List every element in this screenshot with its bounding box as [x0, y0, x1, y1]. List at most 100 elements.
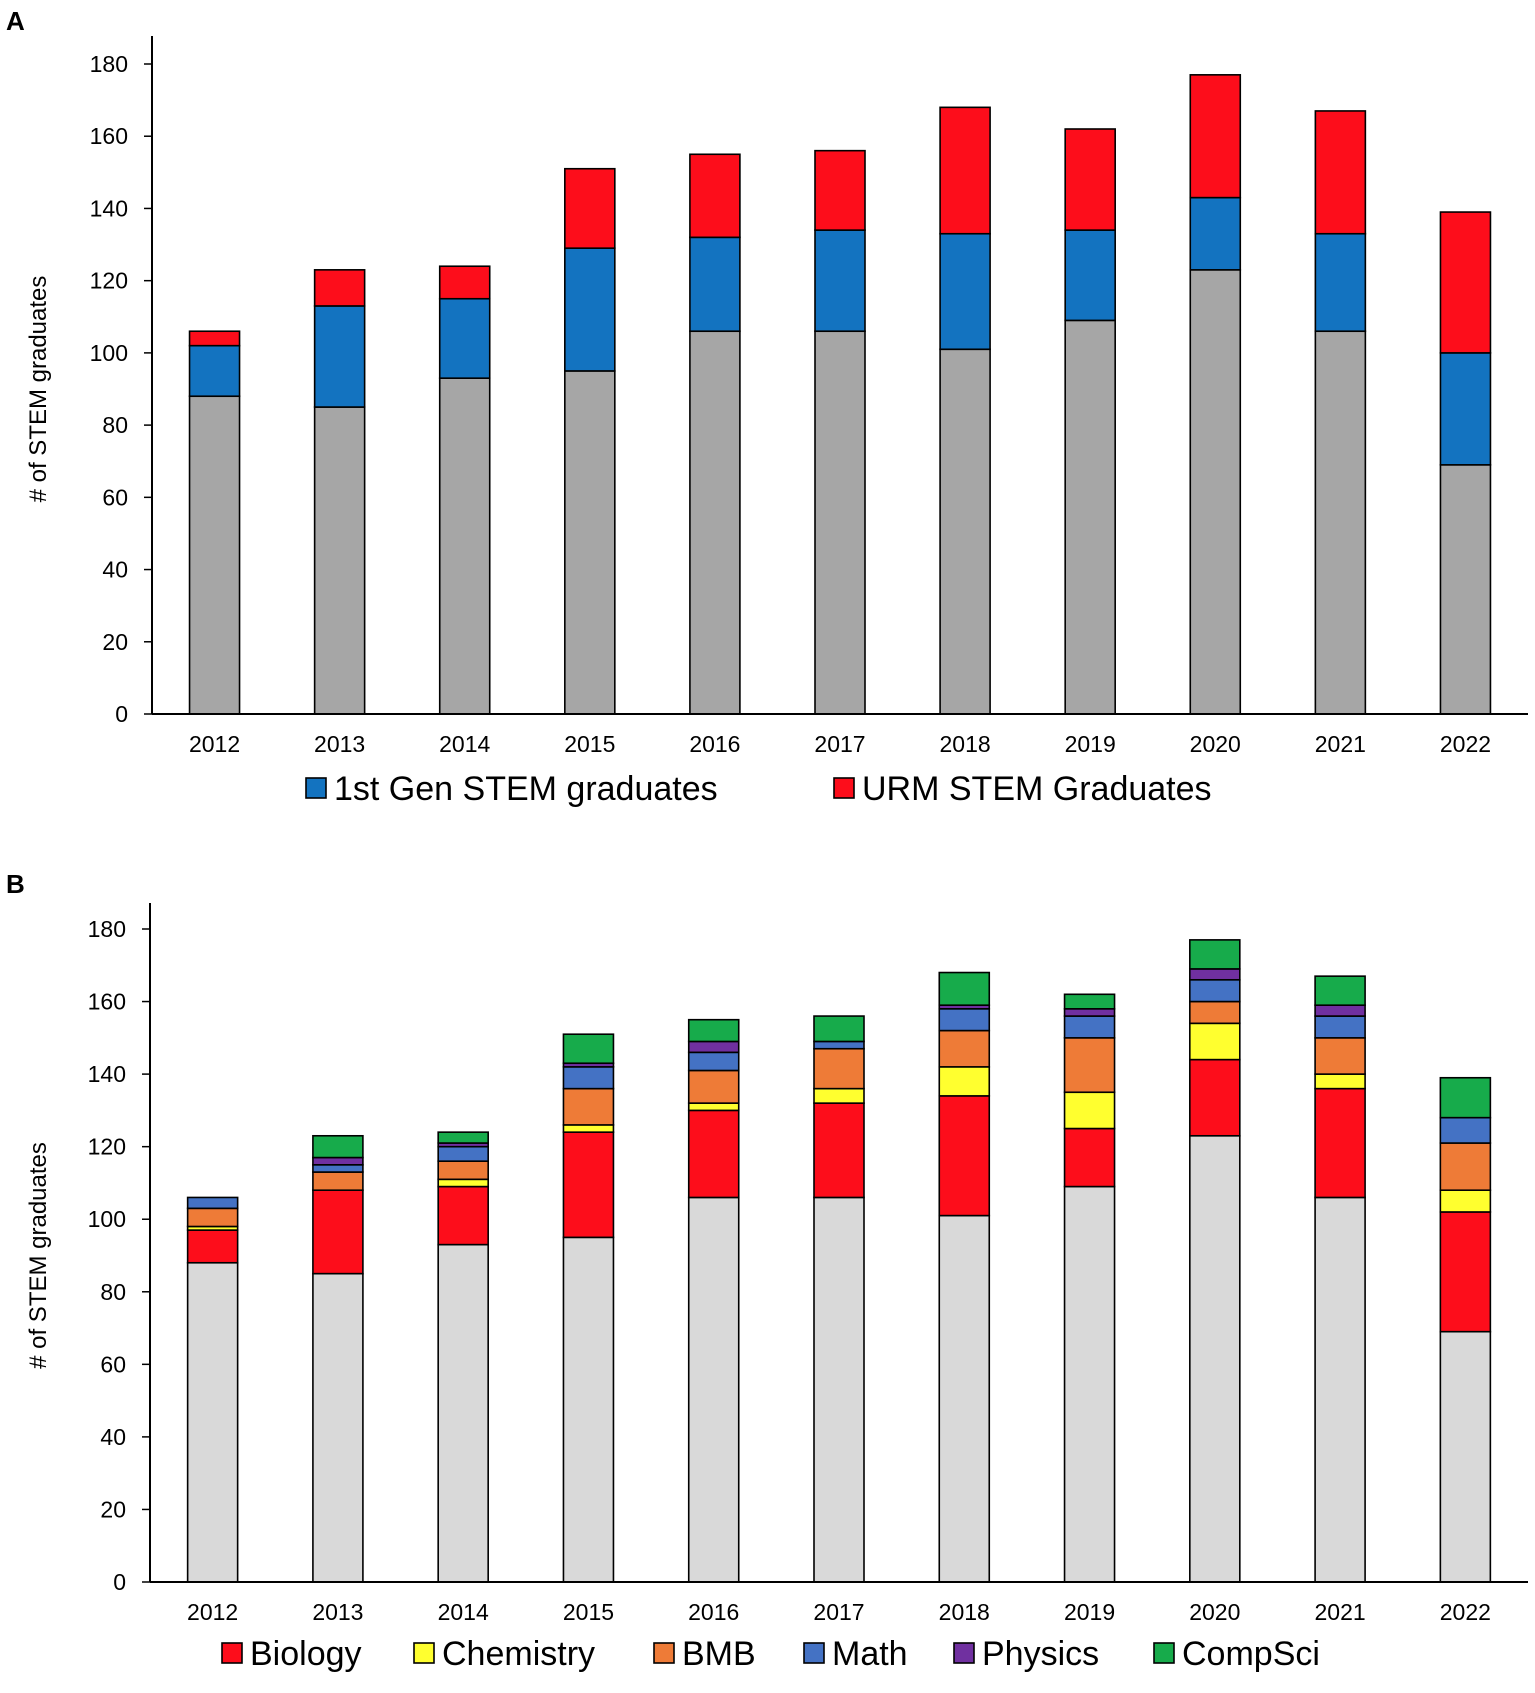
panel-b-bar-2014-base	[437, 1243, 489, 1583]
panel-a-bar-2019-1st-gen-stem-graduates	[1064, 229, 1116, 322]
panel-b-bar-2013-base	[312, 1272, 364, 1583]
panel-a-y-tick-label: 40	[102, 557, 128, 583]
panel-a-bar-2022-1st-gen-stem-graduates	[1439, 352, 1492, 466]
panel-b-bar-2021-biology	[1314, 1087, 1366, 1199]
panel-b-bar-2013-compsci	[312, 1134, 364, 1159]
panel-b-bar-2022-bmb	[1439, 1142, 1492, 1192]
panel-a-bar-2021-base	[1314, 330, 1367, 715]
panel-b-legend-swatch-bmb	[653, 1642, 675, 1664]
panel-b-bar-2015-biology	[562, 1131, 615, 1239]
panel-b-bar-2020-physics	[1189, 968, 1241, 981]
panel-b-x-tick-label: 2014	[438, 1599, 489, 1625]
panel-b-bar-2019-bmb	[1063, 1037, 1116, 1094]
panel-b-x-tick-label: 2015	[563, 1599, 614, 1625]
panel-b-bar-2017-chemistry	[813, 1087, 865, 1104]
panel-b-x-tick-label: 2022	[1440, 1599, 1491, 1625]
panel-b-x-tick-label: 2018	[939, 1599, 990, 1625]
panel-a-y-tick-label: 0	[115, 701, 128, 727]
panel-b-bar-2012-base	[186, 1261, 239, 1583]
panel-b-bar-2021-compsci	[1314, 975, 1366, 1006]
panel-a-y-tick-label: 160	[90, 123, 128, 149]
panel-b-bar-2022-compsci	[1439, 1076, 1492, 1119]
panel-b-bar-2014-math	[437, 1145, 489, 1162]
panel-b-x-tick-label: 2013	[312, 1599, 363, 1625]
panel-b-bar-2021-chemistry	[1314, 1073, 1366, 1090]
panel-b-legend-swatch-chemistry	[413, 1642, 435, 1664]
panel-a-x-tick-label: 2016	[689, 731, 740, 757]
panel-b-bar-2018-compsci	[938, 971, 991, 1006]
panel-a-bar-2014-urm-stem-graduates	[438, 265, 491, 300]
panel-b-y-tick-label: 100	[88, 1206, 126, 1232]
panel-a-bar-2016-urm-stem-graduates	[689, 153, 741, 239]
panel-b-bar-2015-math	[562, 1066, 615, 1090]
panel-a-bar-2018-1st-gen-stem-graduates	[939, 232, 991, 351]
panel-a-x-tick-label: 2017	[814, 731, 865, 757]
panel-b-bar-2012-bmb	[186, 1207, 239, 1228]
panel-a-x-tick-label: 2013	[314, 731, 365, 757]
panel-b-bar-2022-biology	[1439, 1211, 1492, 1333]
panel-b-legend-label: Biology	[250, 1635, 362, 1673]
panel-b-bar-2018-math	[938, 1008, 991, 1032]
panel-a-x-tick-label: 2019	[1065, 731, 1116, 757]
panel-b-bar-2020-bmb	[1189, 1000, 1241, 1025]
panel-b-y-tick-label: 60	[100, 1351, 126, 1377]
panel-b-bar-2019-chemistry	[1063, 1091, 1116, 1130]
panel-a-bar-2022-base	[1439, 464, 1492, 715]
panel-a-bar-2015-base	[564, 370, 616, 715]
panel-b-label: B	[6, 869, 25, 899]
panel-a-legend-label: URM STEM Graduates	[862, 770, 1212, 808]
panel-b-bar-2022-base	[1439, 1330, 1492, 1583]
panel-a-bar-2013-urm-stem-graduates	[313, 269, 366, 307]
chart-panel-a: # of STEM graduates 0 20 40 60 80 100 120 140 160…	[25, 36, 1528, 808]
panel-b-bar-2017-biology	[813, 1102, 865, 1199]
panel-b-bar-2016-bmb	[687, 1069, 740, 1104]
panel-b-y-tick-label: 120	[88, 1134, 126, 1160]
panel-a-bar-2017-1st-gen-stem-graduates	[814, 229, 866, 333]
panel-b-y-tick-label: 180	[88, 916, 126, 942]
panel-a-bar-2015-urm-stem-graduates	[564, 167, 616, 249]
panel-a-bar-2013-1st-gen-stem-graduates	[313, 305, 366, 408]
panel-b-bar-2017-math	[813, 1040, 865, 1050]
panel-b-bar-2018-bmb	[938, 1029, 991, 1068]
panel-a-bar-2013-base	[313, 406, 366, 715]
panel-b-legend-label: CompSci	[1182, 1635, 1320, 1673]
panel-a-x-tick-label: 2015	[564, 731, 615, 757]
panel-b-bar-2013-math	[312, 1164, 364, 1173]
panel-b-legend-swatch-physics	[953, 1642, 975, 1664]
panel-b-legend-label: BMB	[682, 1635, 756, 1673]
panel-a-x-tick-label: 2018	[940, 731, 991, 757]
panel-b-legend-label: Chemistry	[442, 1635, 595, 1673]
panel-b-bar-2013-bmb	[312, 1171, 364, 1192]
panel-b-bar-2013-physics	[312, 1156, 364, 1166]
panel-b-bar-2017-base	[813, 1196, 865, 1583]
panel-a-bar-2021-urm-stem-graduates	[1314, 110, 1367, 235]
panel-b-x-tick-label: 2012	[187, 1599, 238, 1625]
panel-a-bar-2014-base	[438, 377, 491, 715]
panel-b-bar-2022-math	[1439, 1116, 1492, 1144]
panel-b-bar-2014-chemistry	[437, 1178, 489, 1188]
panel-a-bar-2018-base	[939, 348, 991, 715]
panel-a-y-tick-label: 20	[102, 629, 128, 655]
panel-a-bar-2019-urm-stem-graduates	[1064, 128, 1116, 231]
panel-a-bar-2014-1st-gen-stem-graduates	[438, 297, 491, 379]
panel-b-bar-2020-compsci	[1189, 939, 1241, 970]
panel-b-bar-2014-biology	[437, 1185, 489, 1246]
panel-b-x-tick-label: 2017	[813, 1599, 864, 1625]
panel-a-bar-2018-urm-stem-graduates	[939, 106, 991, 235]
panel-b-bar-2016-math	[687, 1051, 740, 1072]
panel-b-bar-2019-physics	[1063, 1008, 1116, 1017]
panel-a-bar-2012-urm-stem-graduates	[188, 330, 241, 347]
panel-b-bar-2012-biology	[186, 1229, 239, 1264]
panel-b-legend-swatch-math	[803, 1642, 825, 1664]
panel-b-bar-2017-compsci	[813, 1015, 865, 1043]
panel-b-y-tick-label: 0	[113, 1569, 126, 1595]
panel-b-bar-2012-math	[186, 1196, 239, 1210]
panel-a-bar-2020-1st-gen-stem-graduates	[1189, 196, 1242, 271]
panel-a-x-tick-label: 2012	[189, 731, 240, 757]
panel-b-y-tick-label: 20	[100, 1496, 126, 1522]
panel-b-bar-2020-biology	[1189, 1058, 1241, 1137]
panel-a-bar-2019-base	[1064, 319, 1116, 715]
panel-b-bar-2015-chemistry	[562, 1124, 615, 1133]
panel-b-bar-2020-chemistry	[1189, 1022, 1241, 1061]
panel-b-bar-2019-math	[1063, 1015, 1116, 1039]
